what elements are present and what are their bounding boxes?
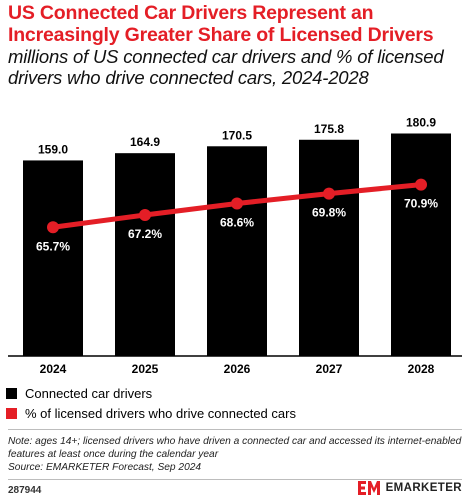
bar-label-2025: 164.9 <box>130 135 160 149</box>
combo-chart: 159.0 164.9 170.5 175.8 180.9 65.7% 67.2% 68.6%… <box>8 115 462 376</box>
x-tick-2024: 2024 <box>40 362 67 376</box>
x-tick-2026: 2026 <box>224 362 251 376</box>
bar-label-2024: 159.0 <box>38 142 68 156</box>
bar-2024 <box>23 160 83 356</box>
em-logo-icon <box>357 481 380 495</box>
bar-2028 <box>391 133 451 356</box>
legend-item-bars: Connected car drivers <box>6 386 152 401</box>
bar-2027 <box>299 139 359 356</box>
legend-label-line: % of licensed drivers who drive connecte… <box>25 406 296 421</box>
x-tick-2028: 2028 <box>408 362 435 376</box>
bar-label-2027: 175.8 <box>314 122 344 136</box>
line-label-2027: 69.8% <box>312 206 346 220</box>
brand: EMARKETER <box>357 480 462 496</box>
bar-label-2026: 170.5 <box>222 128 252 142</box>
note-text: Note: ages 14+; licensed drivers who hav… <box>8 436 462 460</box>
chart-subtitle: millions of US connected car drivers and… <box>8 46 444 88</box>
legend-label-bars: Connected car drivers <box>25 386 153 401</box>
line-point-2028 <box>415 178 427 191</box>
bar-2025 <box>115 153 175 356</box>
line-point-2026 <box>231 197 243 210</box>
chart-id: 287944 <box>8 485 42 496</box>
source-text: Source: EMARKETER Forecast, Sep 2024 <box>8 462 202 473</box>
line-label-2025: 67.2% <box>128 227 162 241</box>
line-label-2028: 70.9% <box>404 197 438 211</box>
line-label-2024: 65.7% <box>36 239 70 253</box>
chart-note: Note: ages 14+; licensed drivers who hav… <box>8 435 464 474</box>
bar-label-2028: 180.9 <box>406 115 436 129</box>
legend-swatch-line <box>6 408 17 419</box>
chart-title: US Connected Car Drivers Represent an In… <box>8 2 434 46</box>
legend-swatch-bars <box>6 388 17 399</box>
line-point-2024 <box>47 221 59 234</box>
brand-name: EMARKETER <box>385 482 462 494</box>
line-point-2025 <box>139 208 151 221</box>
footer-divider <box>8 479 462 480</box>
note-divider <box>8 429 462 430</box>
legend-item-line: % of licensed drivers who drive connecte… <box>6 406 296 421</box>
bar-2026 <box>207 146 267 356</box>
line-point-2027 <box>323 187 335 200</box>
x-tick-2027: 2027 <box>316 362 343 376</box>
x-tick-2025: 2025 <box>132 362 159 376</box>
line-label-2026: 68.6% <box>220 215 254 229</box>
